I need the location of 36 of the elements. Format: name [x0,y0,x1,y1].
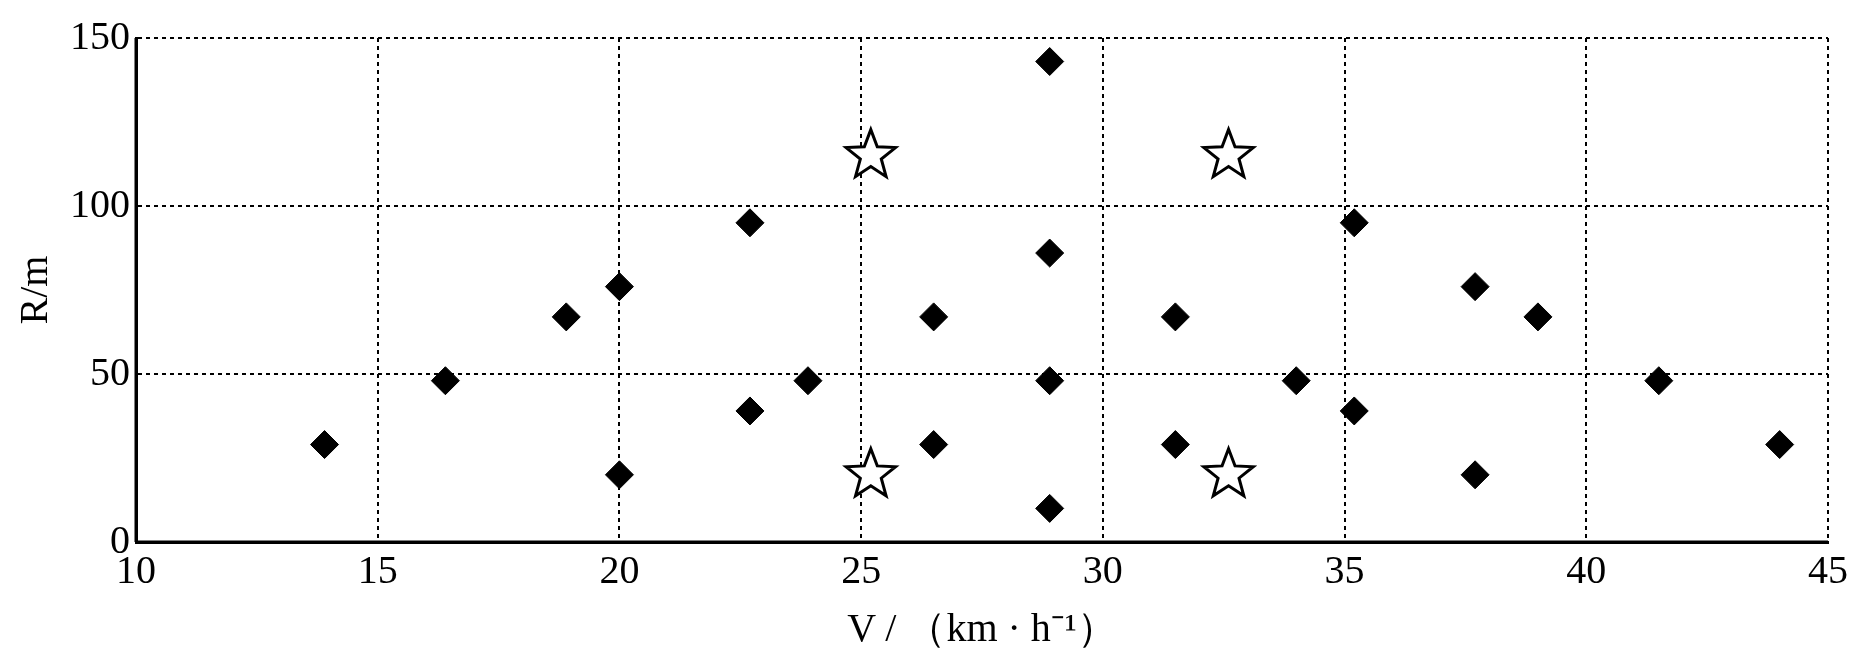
point [1281,366,1311,396]
x-tick-label: 35 [1324,546,1365,592]
point [604,460,634,490]
point [1523,302,1553,332]
point [1460,460,1490,490]
point [1035,238,1065,268]
point [1644,366,1674,396]
point [1339,396,1369,426]
point [1339,208,1369,238]
point [551,302,581,332]
x-tick-label: 40 [1566,546,1607,592]
x-axis-title: V / （km · h⁻¹） [847,604,1117,650]
point [604,272,634,302]
x-tick-label: 45 [1808,546,1848,592]
point [1160,302,1190,332]
point [1160,430,1190,460]
y-tick-label: 150 [70,12,130,58]
point [735,208,765,238]
point [1035,493,1065,523]
point [919,302,949,332]
point [430,366,460,396]
point [1460,272,1490,302]
point [919,430,949,460]
x-tick-label: 25 [841,546,882,592]
point [1765,430,1795,460]
point [310,430,340,460]
point [1035,47,1065,77]
y-tick-label: 100 [70,180,130,226]
y-axis-title: R/m [10,255,56,325]
x-tick-label: 30 [1082,546,1123,592]
point [735,396,765,426]
x-tick-label: 20 [599,546,640,592]
point [1035,366,1065,396]
x-tick-label: 15 [357,546,398,592]
y-tick-label: 50 [90,348,130,394]
point [793,366,823,396]
